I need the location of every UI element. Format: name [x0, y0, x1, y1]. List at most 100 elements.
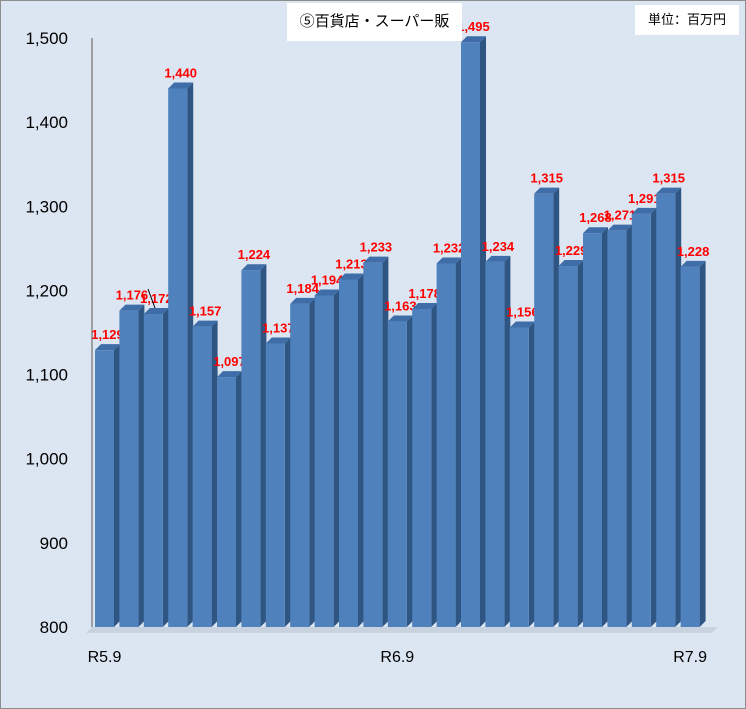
bar-top	[314, 289, 340, 296]
bar-top	[583, 227, 608, 234]
data-label: 1,224	[238, 247, 271, 262]
bar-side	[626, 224, 633, 628]
bar	[168, 88, 188, 627]
data-label: 1,194	[311, 272, 344, 287]
bar-top	[412, 302, 438, 309]
bar	[119, 310, 139, 627]
bar-top	[631, 207, 657, 214]
bar-top	[241, 264, 267, 271]
label-leader-line	[147, 288, 156, 309]
bar	[217, 377, 236, 627]
chart-title: ⑤百貨店・スーパー販	[287, 3, 462, 41]
data-label: 1,233	[360, 240, 393, 255]
bar-side	[138, 304, 145, 627]
bar-top	[509, 321, 535, 328]
data-label: 1,213	[335, 256, 368, 271]
bar-top	[95, 344, 120, 351]
bar-top	[461, 36, 486, 43]
y-tick-label: 1,500	[25, 29, 68, 48]
data-label: 1,271	[604, 208, 637, 223]
data-label: 1,232	[433, 241, 466, 256]
bar-top	[607, 224, 633, 231]
x-tick-label: R5.9	[88, 649, 122, 666]
data-label: 1,229	[555, 243, 588, 258]
bar-side	[284, 337, 291, 627]
bar-side	[382, 256, 389, 627]
data-label: 1,495	[457, 19, 490, 34]
bar	[631, 213, 651, 627]
data-label: 1,234	[482, 239, 515, 254]
bar-side	[504, 255, 511, 627]
bar	[192, 326, 212, 627]
bar-side	[260, 264, 267, 627]
bar-side	[333, 289, 340, 627]
data-label: 1,156	[506, 304, 539, 319]
data-label: 1,137	[262, 320, 295, 335]
data-label: 1,440	[164, 65, 197, 80]
bar	[461, 42, 480, 627]
bar-top	[363, 256, 389, 263]
y-tick-label: 900	[40, 534, 68, 553]
bar	[485, 261, 505, 627]
bar	[314, 295, 334, 627]
bar	[583, 233, 602, 627]
bar-top	[192, 320, 218, 327]
data-label: 1,315	[530, 171, 563, 186]
y-tick-label: 1,300	[25, 197, 68, 216]
data-label: 1,163	[384, 299, 417, 314]
data-label: 1,184	[286, 281, 319, 296]
data-label: 1,129	[91, 327, 124, 342]
unit-label: 単位：百万円	[635, 5, 739, 35]
x-tick-label: R7.9	[673, 649, 707, 666]
bar-top	[339, 273, 364, 280]
bar-top	[534, 187, 560, 194]
data-label: 1,157	[189, 304, 222, 319]
bar-side	[162, 307, 169, 627]
bar-side	[114, 344, 120, 627]
bar-side	[309, 297, 316, 627]
bar	[656, 193, 676, 627]
data-label: 1,178	[408, 286, 441, 301]
bar-side	[528, 321, 535, 627]
bar	[339, 279, 358, 627]
bar-top	[485, 255, 511, 262]
bar	[412, 308, 432, 627]
bar-top	[265, 337, 291, 344]
bar-top	[168, 82, 194, 89]
bar-top	[217, 371, 242, 378]
data-label: 1,291	[628, 191, 661, 206]
bar	[290, 303, 310, 627]
bar	[387, 321, 407, 627]
data-label: 1,097	[213, 354, 246, 369]
y-tick-label: 1,200	[25, 281, 68, 300]
y-tick-label: 800	[40, 618, 68, 637]
bar	[143, 313, 163, 627]
chart-floor	[86, 627, 718, 633]
bar-top	[119, 304, 145, 311]
data-label: 1,268	[579, 210, 612, 225]
bar-side	[602, 227, 608, 627]
bar-side	[577, 260, 584, 627]
bar-top	[436, 257, 462, 264]
bar-side	[187, 82, 194, 627]
bar	[436, 263, 456, 627]
bar	[509, 327, 529, 627]
bar	[534, 193, 554, 627]
bar-top	[680, 260, 706, 267]
bar-side	[553, 187, 560, 627]
bar	[241, 270, 261, 627]
bar-side	[480, 36, 486, 627]
x-tick-label: R6.9	[380, 649, 414, 666]
data-label: 1,176	[116, 288, 149, 303]
data-label: 1,228	[677, 244, 710, 259]
bar-side	[675, 187, 682, 627]
bar	[607, 230, 627, 628]
bar-top	[290, 297, 316, 304]
bar	[558, 266, 578, 627]
bar-side	[358, 273, 364, 627]
data-label: 1,172	[140, 291, 173, 306]
bar-side	[236, 371, 242, 627]
bar-side	[699, 260, 706, 627]
bar-side	[650, 207, 657, 627]
